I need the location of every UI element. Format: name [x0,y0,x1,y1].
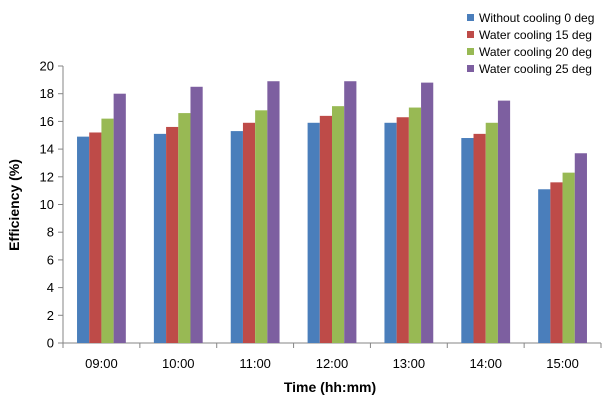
y-tick-label: 6 [47,252,54,267]
bar [461,138,474,343]
x-tick-label: 14:00 [469,356,502,371]
bar [550,182,563,343]
y-tick-label: 0 [47,336,54,351]
bar [230,131,243,343]
bar [77,136,90,343]
bar [421,82,434,344]
bar [190,86,203,344]
y-tick-label: 20 [40,59,54,74]
bar [307,122,320,343]
x-axis-ticks: 09:00 10:00 11:00 12:00 13:00 14:00 15:00 [62,343,602,371]
y-tick-label: 18 [40,86,54,101]
x-axis-title: Time (hh:mm) [284,379,376,395]
y-tick-label: 10 [40,197,54,212]
bar [384,122,397,343]
y-tick-label: 14 [40,142,54,157]
bar [319,115,332,343]
bars [77,81,587,344]
legend-swatch [467,31,474,38]
bar [344,81,357,344]
bar [332,106,345,343]
legend-label: Water cooling 15 deg [479,28,592,42]
bar [166,126,179,343]
bar [497,100,511,343]
x-tick-label: 13:00 [393,356,426,371]
legend-swatch [467,48,474,55]
bar [113,93,126,343]
x-tick-label: 12:00 [316,356,349,371]
bar [485,122,498,343]
bar [255,110,268,343]
bar [538,189,551,343]
x-tick-label: 15:00 [546,356,579,371]
bar [242,122,256,343]
y-tick-label: 4 [47,280,54,295]
legend-label: Without cooling 0 deg [479,11,594,25]
legend-swatch [467,14,474,21]
y-tick-label: 16 [40,114,54,129]
bar [101,118,114,343]
y-tick-label: 2 [47,308,54,323]
x-tick-label: 11:00 [239,356,271,371]
bar [153,133,167,343]
bar [267,81,280,344]
legend-label: Water cooling 20 deg [479,45,592,59]
legend: Without cooling 0 deg Water cooling 15 de… [467,11,594,76]
bar [562,172,575,343]
y-axis-ticks: 0 2 4 6 8 10 12 14 16 18 20 [40,59,63,351]
y-tick-label: 8 [47,225,54,240]
bar [89,132,102,343]
bar [178,113,191,343]
legend-label: Water cooling 25 deg [479,62,592,76]
bar [473,133,486,343]
bar [574,153,587,343]
legend-swatch [467,65,474,72]
bar [408,107,422,343]
x-tick-label: 09:00 [85,356,118,371]
y-axis-title: Efficiency (%) [6,159,22,251]
x-tick-label: 10:00 [162,356,195,371]
bar [396,117,409,344]
y-tick-label: 12 [40,169,54,184]
